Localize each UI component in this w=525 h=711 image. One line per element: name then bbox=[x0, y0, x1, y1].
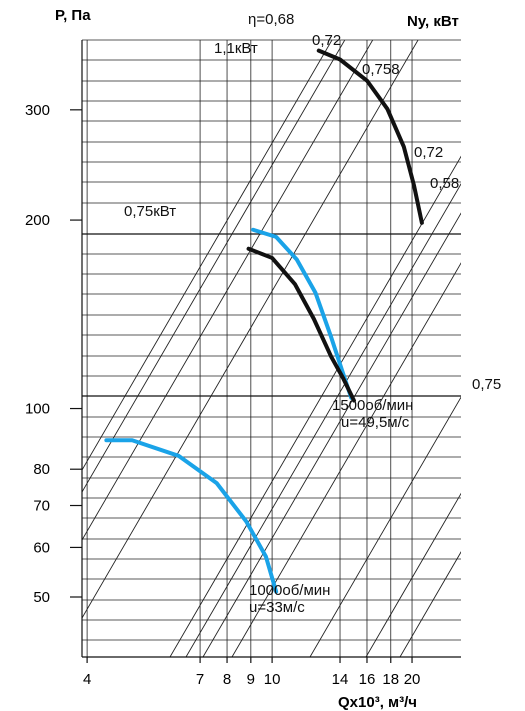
efficiency-ray-1 bbox=[82, 40, 346, 493]
y-tick-label-6: 300 bbox=[25, 102, 50, 119]
grid bbox=[82, 39, 461, 657]
x-tick-label-5: 14 bbox=[332, 671, 349, 688]
y2-axis-title: Ny, кВт bbox=[407, 13, 459, 30]
efficiency-ray-6 bbox=[231, 262, 461, 657]
y-tick-label-1: 60 bbox=[33, 539, 50, 556]
efficiency-ray-3 bbox=[169, 155, 461, 657]
x-axis-title: Qx10³, м³/ч bbox=[338, 694, 417, 711]
x-tick-label-2: 8 bbox=[223, 671, 231, 688]
speed-33-label: u=33м/с bbox=[249, 599, 305, 616]
x-tick-label-6: 16 bbox=[359, 671, 376, 688]
y-axis-title: P, Па bbox=[55, 7, 91, 24]
tick-labels: 4 7 8 9 10 14 16 18 20 50 60 70 80 100 200 300 bbox=[25, 102, 420, 688]
curves bbox=[104, 48, 424, 594]
x-tick-label-1: 7 bbox=[196, 671, 204, 688]
efficiency-ray-7 bbox=[309, 396, 461, 657]
efficiency-rays bbox=[82, 40, 461, 657]
series-curve-2 bbox=[104, 438, 279, 594]
efficiency-ray-5 bbox=[202, 212, 461, 657]
eta-068-label: η=0,68 bbox=[248, 11, 294, 28]
power-075kw-label: 0,75кВт bbox=[124, 203, 176, 220]
annotations: η=0,68 0,72 0,758 0,72 0,58 1,1кВт 0,75к… bbox=[124, 11, 501, 616]
series-curve-1 bbox=[246, 246, 356, 403]
eta-058-label: 0,58 bbox=[430, 175, 459, 192]
power-11-label: 1,1кВт bbox=[214, 40, 258, 57]
y-tick-label-2: 70 bbox=[33, 498, 50, 515]
axis-ticks bbox=[70, 109, 413, 663]
y-tick-label-0: 50 bbox=[33, 589, 50, 606]
x-tick-label-8: 20 bbox=[404, 671, 421, 688]
eta-072-right-label: 0,72 bbox=[414, 144, 443, 161]
efficiency-ray-4 bbox=[185, 183, 461, 657]
eta-072-top-label: 0,72 bbox=[312, 32, 341, 49]
series-curve-0 bbox=[251, 227, 354, 400]
eta-0758-label: 0,758 bbox=[362, 61, 400, 78]
rpm-1500-label: 1500об/мин bbox=[332, 397, 413, 414]
series-curve-3 bbox=[316, 48, 424, 225]
x-tick-label-4: 10 bbox=[264, 671, 281, 688]
rpm-1000-label: 1000об/мин bbox=[249, 582, 330, 599]
y-tick-label-4: 100 bbox=[25, 401, 50, 418]
efficiency-ray-2 bbox=[82, 40, 419, 619]
x-tick-label-0: 4 bbox=[83, 671, 91, 688]
efficiency-ray-0 bbox=[82, 40, 333, 471]
efficiency-ray-10 bbox=[82, 40, 374, 541]
efficiency-ray-8 bbox=[365, 492, 461, 657]
power-075-label: 0,75 bbox=[472, 376, 501, 393]
speed-495-label: u=49,5м/с bbox=[341, 414, 410, 431]
x-tick-label-7: 18 bbox=[382, 671, 399, 688]
y-tick-label-3: 80 bbox=[33, 461, 50, 478]
y-tick-label-5: 200 bbox=[25, 212, 50, 229]
x-tick-label-3: 9 bbox=[247, 671, 255, 688]
